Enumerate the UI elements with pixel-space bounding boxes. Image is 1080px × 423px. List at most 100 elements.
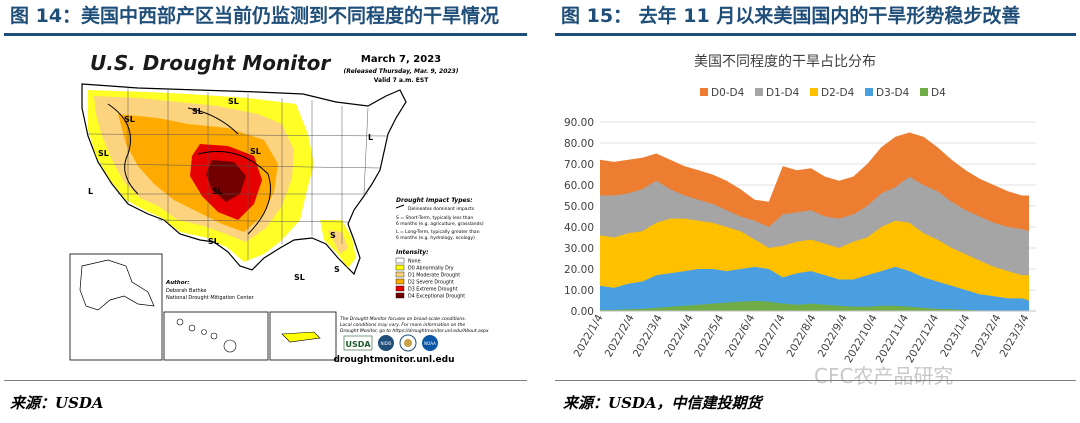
map-note-1: Local conditions may vary. For more info… xyxy=(340,322,465,328)
x-tick-label-7: 2022/8/4 xyxy=(785,312,819,359)
figure-15-source: 来源：USDA，中信建投期货 xyxy=(563,394,762,412)
svg-text:SL: SL xyxy=(192,107,203,116)
intensity-swatch-1 xyxy=(395,264,405,271)
intensity-swatch-0 xyxy=(395,257,405,264)
intensity-label-5: D4 Exceptional Drought xyxy=(408,294,465,300)
puerto-rico-shape xyxy=(281,331,321,343)
area-chart-svg: 美国不同程度的干旱占比分布 D0-D4 D1-D4 D2-D4 D3-D4 D4 0.0… xyxy=(564,54,1036,365)
legend-label-2: D2-D4 xyxy=(821,87,855,99)
impact-boundaries xyxy=(107,103,271,235)
x-tick-label-5: 2022/6/4 xyxy=(723,312,757,359)
y-tick-label-6: 60.00 xyxy=(564,180,594,192)
d4-region xyxy=(206,160,246,202)
impact-item-2: 6 months (e.g. agriculture, grasslands) xyxy=(396,221,484,227)
title-rule-left xyxy=(4,33,527,36)
svg-text:S: S xyxy=(330,231,336,240)
intensity-swatch-5 xyxy=(395,292,405,299)
y-tick-label-0: 0.00 xyxy=(571,306,594,318)
logo-usda: USDA xyxy=(343,335,373,351)
svg-text:SL: SL xyxy=(212,187,223,196)
impact-item-1: S = Short-Term, typically less than xyxy=(396,215,473,221)
title-rule-right xyxy=(555,33,1076,36)
y-tick-label-1: 10.00 xyxy=(564,285,594,297)
impact-item-0: Delineates dominant impacts xyxy=(408,206,475,212)
drought-map-svg: U.S. Drought Monitor March 7, 2023 (Rele… xyxy=(68,44,513,366)
map-note-2: Drought Monitor, go to https://droughtmo… xyxy=(340,328,489,334)
drought-share-chart: 美国不同程度的干旱占比分布 D0-D4 D1-D4 D2-D4 D3-D4 D4 0.0… xyxy=(560,44,1040,366)
svg-text:SL: SL xyxy=(250,147,261,156)
intensity-swatch-4 xyxy=(395,285,405,292)
region-labels: SL SL SL SL SL SL SL L S S SL L xyxy=(88,97,373,282)
y-tick-label-5: 50.00 xyxy=(564,201,594,213)
hawaii-islands xyxy=(176,318,237,353)
svg-text:L: L xyxy=(368,133,373,142)
legend-swatch-2 xyxy=(810,88,818,96)
area-series-d4 xyxy=(600,300,1029,311)
map-valid: Valid 7 a.m. EST xyxy=(374,77,429,84)
y-axis: 0.00 10.00 20.00 30.00 40.00 50.00 60.00 70.00 8… xyxy=(564,117,594,318)
figure-15-title: 图 15： 去年 11 月以来美国国内的干旱形势稳步改善 xyxy=(561,5,1021,27)
author-label: Author: xyxy=(165,280,189,286)
impact-line-icon xyxy=(395,204,405,209)
logo-noaa: NOAA xyxy=(422,335,438,351)
map-website: droughtmonitor.unl.edu xyxy=(333,355,454,365)
legend-label-0: D0-D4 xyxy=(711,87,745,99)
svg-text:SL: SL xyxy=(228,97,239,106)
intensity-swatch-2 xyxy=(395,271,405,278)
legend-label-4: D4 xyxy=(931,87,946,99)
impact-item-4: 6 months (e.g. hydrology, ecology) xyxy=(396,235,475,241)
y-tick-label-7: 70.00 xyxy=(564,159,594,171)
intensity-title: Intensity: xyxy=(396,249,429,256)
svg-text:S: S xyxy=(334,265,340,274)
legend-swatch-4 xyxy=(920,88,928,96)
area-series-d3-d4 xyxy=(600,266,1029,311)
intensity-label-3: D2 Severe Drought xyxy=(408,280,454,286)
drought-monitor-map: U.S. Drought Monitor March 7, 2023 (Rele… xyxy=(68,44,513,366)
map-date: March 7, 2023 xyxy=(361,54,441,65)
figure-14-source: 来源：USDA xyxy=(10,394,104,412)
y-tick-label-4: 40.00 xyxy=(564,222,594,234)
bottom-rule-right xyxy=(555,380,1076,381)
x-tick-label-8: 2022/9/4 xyxy=(816,312,850,359)
chart-areas xyxy=(600,132,1036,312)
legend-swatch-0 xyxy=(700,88,708,96)
svg-text:L: L xyxy=(88,187,93,196)
alaska-shape xyxy=(79,259,155,311)
map-note-0: The Drought Monitor focuses on broad-sca… xyxy=(340,316,466,322)
watermark: CFC农产品研究 xyxy=(814,364,954,388)
y-tick-label-3: 30.00 xyxy=(564,243,594,255)
x-tick-label-0: 2022/1/4 xyxy=(572,312,606,359)
svg-text:NIDIS: NIDIS xyxy=(381,341,392,346)
figure-14-title: 图 14：美国中西部产区当前仍监测到不同程度的干旱情况 xyxy=(10,5,500,27)
y-tick-label-8: 80.00 xyxy=(564,138,594,150)
impact-item-3: L = Long-Term, typically greater than xyxy=(396,229,480,235)
svg-text:NOAA: NOAA xyxy=(424,341,436,346)
intensity-label-1: D0 Abnormally Dry xyxy=(408,266,454,272)
legend-swatch-3 xyxy=(865,88,873,96)
intensity-label-0: None xyxy=(408,259,421,265)
chart-legend: D0-D4 D1-D4 D2-D4 D3-D4 D4 xyxy=(700,87,946,99)
legend-label-3: D3-D4 xyxy=(876,87,910,99)
y-tick-label-2: 20.00 xyxy=(564,264,594,276)
author-name: Deborah Bathke xyxy=(166,288,206,294)
svg-text:SL: SL xyxy=(124,115,135,124)
author-org: National Drought Mitigation Center xyxy=(166,295,255,301)
logo-nidis: NIDIS xyxy=(378,335,394,351)
legend-label-1: D1-D4 xyxy=(766,87,800,99)
intensity-label-4: D3 Extreme Drought xyxy=(408,287,458,293)
x-axis: 2022/1/42022/2/42022/3/42022/4/42022/5/4… xyxy=(572,312,1032,365)
x-tick-label-12: 2023/1/4 xyxy=(938,312,972,359)
state-lines xyxy=(87,88,389,260)
svg-text:SL: SL xyxy=(294,273,305,282)
svg-text:SL: SL xyxy=(208,237,219,246)
logo-doc xyxy=(399,334,417,352)
bottom-rule-left xyxy=(4,380,527,381)
x-tick-label-4: 2022/5/4 xyxy=(692,312,726,359)
intensity-swatch-3 xyxy=(395,278,405,285)
x-tick-label-6: 2022/7/4 xyxy=(753,312,787,359)
map-released: (Released Thursday, Mar. 9, 2023) xyxy=(344,68,459,75)
map-heading: U.S. Drought Monitor xyxy=(90,51,331,75)
x-tick-label-3: 2022/4/4 xyxy=(662,312,696,359)
chart-title: 美国不同程度的干旱占比分布 xyxy=(694,54,876,70)
